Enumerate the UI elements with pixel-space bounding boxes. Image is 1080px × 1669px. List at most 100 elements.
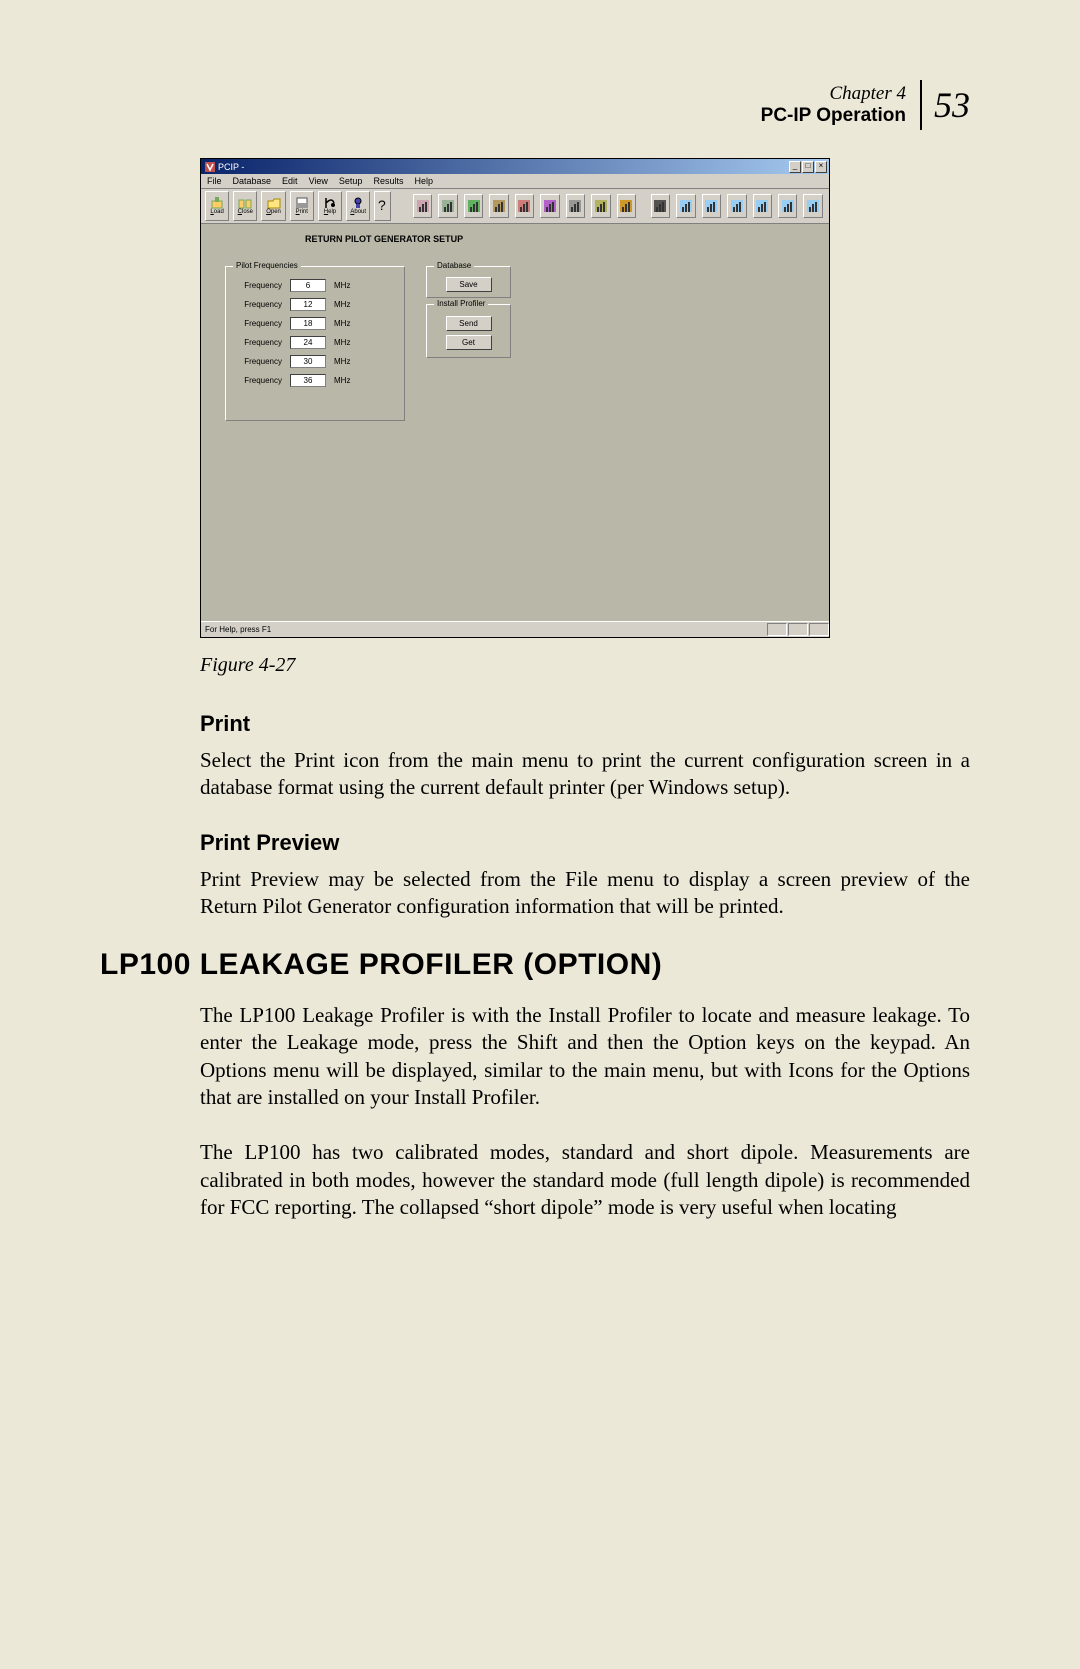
status-cell	[767, 623, 787, 636]
menu-file[interactable]: File	[207, 176, 222, 186]
tool-glyph-icon	[593, 198, 609, 214]
toolbar-icon-16[interactable]	[803, 194, 822, 218]
status-cell	[809, 623, 829, 636]
frequency-row: Frequency12MHz	[234, 298, 396, 311]
tool-glyph-icon	[415, 198, 431, 214]
close-file-button[interactable]: Close	[233, 191, 257, 221]
status-cell	[788, 623, 808, 636]
toolbar-icon-14[interactable]	[753, 194, 772, 218]
menu-view[interactable]: View	[309, 176, 328, 186]
minimize-button[interactable]: _	[789, 161, 801, 173]
frequency-unit: MHz	[334, 338, 358, 347]
menu-bar: File Database Edit View Setup Results He…	[201, 174, 829, 189]
status-text: For Help, press F1	[205, 625, 271, 634]
menu-edit[interactable]: Edit	[282, 176, 298, 186]
close-file-icon	[238, 197, 252, 209]
toolbar-icon-10[interactable]	[651, 194, 670, 218]
tool-glyph-icon	[754, 198, 770, 214]
status-bar: For Help, press F1	[201, 621, 829, 637]
frequency-unit: MHz	[334, 300, 358, 309]
frequency-unit: MHz	[334, 281, 358, 290]
print-heading: Print	[200, 711, 970, 737]
window-close-button[interactable]: ×	[815, 161, 827, 173]
tool-glyph-icon	[466, 198, 482, 214]
frequency-input-1[interactable]: 6	[290, 279, 326, 292]
page-header: Chapter 4 PC-IP Operation 53	[100, 80, 970, 130]
maximize-button[interactable]: □	[802, 161, 814, 173]
whatsthis-button[interactable]: ?	[374, 191, 390, 221]
lp100-p1: The LP100 Leakage Profiler is with the I…	[200, 1002, 970, 1111]
tool-glyph-icon	[703, 198, 719, 214]
send-button[interactable]: Send	[446, 316, 492, 331]
frequency-row: Frequency 6 MHz	[234, 279, 396, 292]
frequency-row: Frequency30MHz	[234, 355, 396, 368]
frequency-input-3[interactable]: 18	[290, 317, 326, 330]
print-body: Select the Print icon from the main menu…	[200, 747, 970, 802]
toolbar-icon-15[interactable]	[778, 194, 797, 218]
get-button[interactable]: Get	[446, 335, 492, 350]
toolbar-icon-2[interactable]	[438, 194, 457, 218]
page-number: 53	[934, 84, 970, 126]
toolbar-primary: LoadCloseOpenPrintHelpAbout?	[201, 189, 829, 224]
chapter-title: PC-IP Operation	[761, 105, 906, 127]
frequency-label: Frequency	[234, 338, 282, 347]
toolbar-icon-12[interactable]	[702, 194, 721, 218]
install-profiler-group: Send Get	[426, 304, 511, 358]
toolbar-icon-9[interactable]	[617, 194, 636, 218]
toolbar-icon-11[interactable]	[676, 194, 695, 218]
frequency-input-5[interactable]: 30	[290, 355, 326, 368]
menu-setup[interactable]: Setup	[339, 176, 363, 186]
database-group: Save	[426, 266, 511, 298]
help-icon	[323, 197, 337, 209]
lp100-p2: The LP100 has two calibrated modes, stan…	[200, 1139, 970, 1221]
help-button[interactable]: Help	[318, 191, 342, 221]
open-button[interactable]: Open	[261, 191, 285, 221]
menu-help[interactable]: Help	[414, 176, 433, 186]
preview-body: Print Preview may be selected from the F…	[200, 866, 970, 921]
setup-title: RETURN PILOT GENERATOR SETUP	[215, 234, 815, 244]
tool-glyph-icon	[491, 198, 507, 214]
menu-results[interactable]: Results	[373, 176, 403, 186]
toolbar-icon-3[interactable]	[464, 194, 483, 218]
figure-caption: Figure 4-27	[200, 654, 970, 677]
toolbar-icon-5[interactable]	[515, 194, 534, 218]
tool-glyph-icon	[542, 198, 558, 214]
frequency-label: Frequency	[234, 357, 282, 366]
frequency-input-6[interactable]: 36	[290, 374, 326, 387]
about-button[interactable]: About	[346, 191, 370, 221]
menu-database[interactable]: Database	[233, 176, 272, 186]
title-bar-text: PCIP -	[218, 162, 244, 172]
toolbar-icon-6[interactable]	[540, 194, 559, 218]
toolbar-icon-1[interactable]	[413, 194, 432, 218]
frequency-label: Frequency	[234, 281, 282, 290]
header-divider	[920, 80, 922, 130]
app-icon	[205, 162, 215, 172]
print-icon	[295, 197, 309, 209]
toolbar-icon-7[interactable]	[566, 194, 585, 218]
frequency-row: Frequency36MHz	[234, 374, 396, 387]
chapter-label: Chapter 4	[761, 83, 906, 105]
tool-glyph-icon	[729, 198, 745, 214]
frequency-unit: MHz	[334, 319, 358, 328]
frequency-label: Frequency	[234, 376, 282, 385]
preview-heading: Print Preview	[200, 830, 970, 856]
toolbar-icon-4[interactable]	[489, 194, 508, 218]
toolbar-icon-8[interactable]	[591, 194, 610, 218]
title-bar: PCIP - _ □ ×	[201, 159, 829, 174]
frequency-input-2[interactable]: 12	[290, 298, 326, 311]
load-button[interactable]: Load	[205, 191, 229, 221]
frequency-row: Frequency 18 MHz	[234, 317, 396, 330]
tool-glyph-icon	[805, 198, 821, 214]
about-icon	[351, 197, 365, 209]
question-icon: ?	[375, 196, 389, 216]
open-icon	[267, 197, 281, 209]
print-button[interactable]: Print	[290, 191, 314, 221]
frequency-label: Frequency	[234, 319, 282, 328]
tool-glyph-icon	[780, 198, 796, 214]
app-window: PCIP - _ □ × File Database Edit View Set…	[200, 158, 830, 638]
tool-glyph-icon	[516, 198, 532, 214]
toolbar-icon-13[interactable]	[727, 194, 746, 218]
lp100-heading: LP100 LEAKAGE PROFILER (OPTION)	[100, 948, 970, 982]
frequency-input-4[interactable]: 24	[290, 336, 326, 349]
save-button[interactable]: Save	[446, 277, 492, 292]
